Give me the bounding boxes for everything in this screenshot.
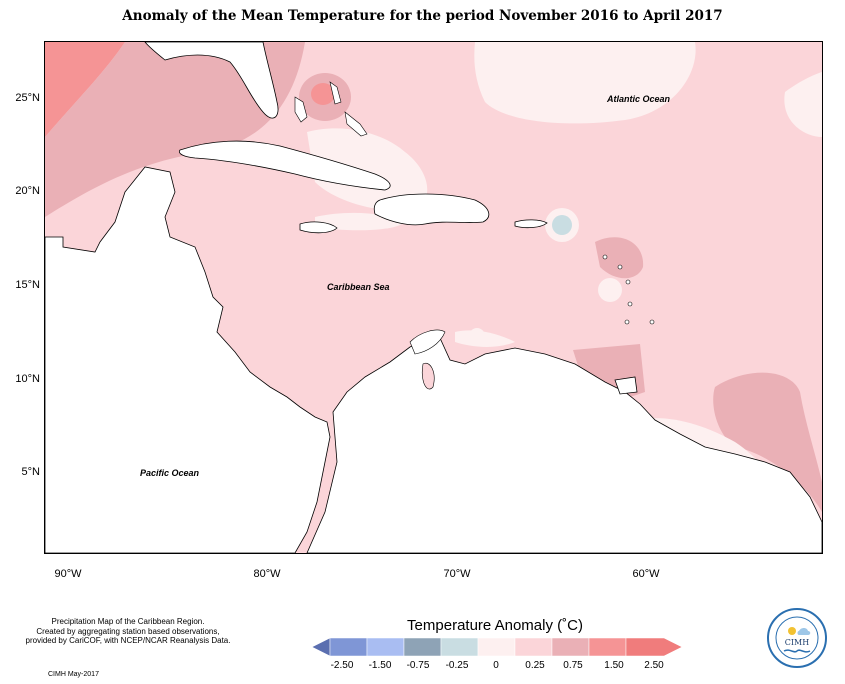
legend-colorbar <box>312 638 682 656</box>
anomaly-cool-pr <box>552 215 572 235</box>
legend-tick-0: -2.50 <box>330 660 354 671</box>
lat-label-20n: 20°N <box>15 185 40 197</box>
lon-label-70w: 70°W <box>443 568 471 580</box>
anomaly-warm-nw-corner <box>45 42 125 137</box>
anomaly-map-canvas <box>45 42 822 553</box>
lat-label-10n: 10°N <box>15 373 40 385</box>
legend-swatch-3 <box>403 638 442 656</box>
lon-label-80w: 80°W <box>253 568 281 580</box>
anomaly-pale-atlantic <box>474 42 696 124</box>
logo-text: CIMH <box>785 638 809 647</box>
land-bahamas-2 <box>329 81 342 105</box>
legend-tick-4: 0 <box>493 660 499 671</box>
legend-tick-3: -0.25 <box>445 660 469 671</box>
cimh-logo: CIMH <box>767 608 827 668</box>
land-bahamas-3 <box>344 111 368 137</box>
legend-swatch-4 <box>440 638 479 656</box>
legend-swatch-9 <box>625 638 682 656</box>
map-title: Anomaly of the Mean Temperature for the … <box>122 8 723 24</box>
legend-swatch-8 <box>588 638 627 656</box>
label-caribbean-sea: Caribbean Sea <box>327 282 390 292</box>
anomaly-hot-bahamas <box>311 83 335 105</box>
lon-label-90w: 90°W <box>54 568 82 580</box>
land-bahamas-1 <box>294 96 308 123</box>
legend-swatch-6 <box>514 638 553 656</box>
anomaly-warm-gulf <box>45 42 305 217</box>
legend-title: Temperature Anomaly (˚C) <box>407 617 583 634</box>
legend-swatch-2 <box>366 638 405 656</box>
label-pacific-ocean: Pacific Ocean <box>140 468 200 478</box>
legend-tick-7: 1.50 <box>604 660 624 671</box>
lon-label-60w: 60°W <box>632 568 660 580</box>
legend-swatch-0 <box>312 638 331 656</box>
legend-tick-6: 0.75 <box>563 660 583 671</box>
legend-swatch-1 <box>329 638 368 656</box>
legend-tick-2: -0.75 <box>406 660 430 671</box>
wave-icon <box>783 649 811 653</box>
land-antilles-3 <box>625 279 631 285</box>
anomaly-warm-antilles <box>595 237 644 279</box>
anomaly-map: Atlantic Ocean Caribbean Sea Pacific Oce… <box>44 41 823 554</box>
legend-tick-1: -1.50 <box>368 660 392 671</box>
caption-line-3: provided by CariCOF, with NCEP/NCAR Rean… <box>25 636 231 645</box>
map-caption: Precipitation Map of the Caribbean Regio… <box>18 617 238 646</box>
legend-swatch-5 <box>477 638 516 656</box>
land-hispaniola <box>373 193 490 226</box>
legend-tick-8: 2.50 <box>644 660 664 671</box>
legend-tick-5: 0.25 <box>525 660 545 671</box>
sun-icon <box>788 627 796 635</box>
land-jamaica <box>299 221 338 234</box>
lat-label-25n: 25°N <box>15 92 40 104</box>
land-central-america <box>45 166 331 553</box>
land-antilles-4 <box>627 301 633 307</box>
land-guajira <box>409 329 446 355</box>
legend-swatch-7 <box>551 638 590 656</box>
anomaly-pale-east <box>784 72 822 137</box>
land-florida <box>144 42 279 119</box>
land-antilles-2 <box>617 264 623 270</box>
lat-label-5n: 5°N <box>21 466 40 478</box>
land-barbados <box>649 319 655 325</box>
anomaly-pale-antilles <box>598 278 622 302</box>
anomaly-pale-aruba <box>469 328 485 344</box>
land-cuba <box>178 140 391 191</box>
anomaly-warm-east <box>713 372 822 512</box>
lat-label-15n: 15°N <box>15 279 40 291</box>
anomaly-pale-cuba <box>307 128 428 211</box>
land-trinidad <box>614 376 638 395</box>
land-antilles-5 <box>624 319 630 325</box>
label-atlantic-ocean: Atlantic Ocean <box>607 94 671 104</box>
land-puerto-rico <box>514 219 548 229</box>
caption-line-1: Precipitation Map of the Caribbean Regio… <box>51 617 205 626</box>
cloud-icon <box>797 628 811 635</box>
credit-text: CIMH May-2017 <box>48 671 99 678</box>
lake-maracaibo <box>422 362 435 390</box>
land-antilles-1 <box>602 254 608 260</box>
caption-line-2: Created by aggregating station based obs… <box>36 626 220 636</box>
